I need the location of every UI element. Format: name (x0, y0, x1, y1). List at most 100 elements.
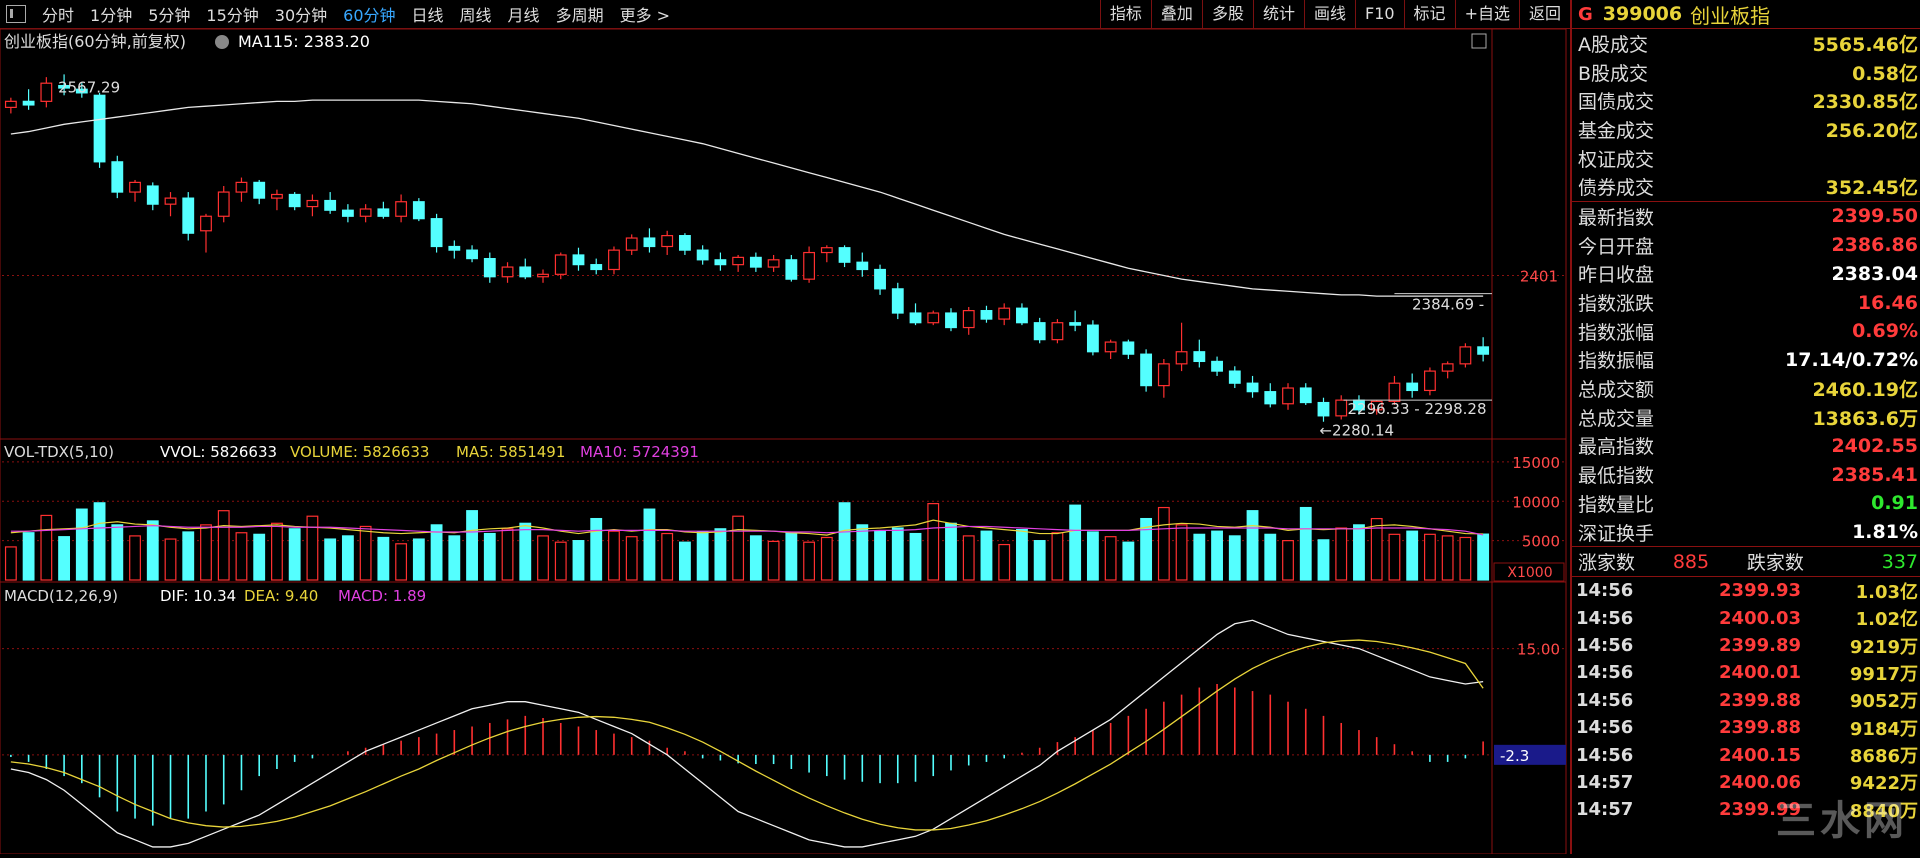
ma115-line (10, 99, 1484, 297)
volume-bar (182, 531, 195, 581)
volume-bar (1282, 540, 1294, 581)
volume-bar (483, 532, 496, 581)
turnover-list: A股成交 5565.46亿 B股成交 0.58亿 国债成交 2330.85亿 基金成交 256… (1572, 29, 1920, 201)
main-chart-title: 创业板指(60分钟,前复权) (4, 32, 186, 51)
volume-ma10-line (10, 525, 1484, 536)
tick-volume: 1.03亿 (1855, 581, 1918, 603)
tick-time: 14:56 (1576, 635, 1634, 657)
tab-timeframe-4[interactable]: 30分钟 (274, 6, 328, 25)
candle-body (1299, 387, 1312, 404)
candle-body (749, 256, 762, 268)
candle-body (359, 208, 372, 217)
panel-row-label: 指数量比 (1578, 493, 1655, 516)
tool-button-0[interactable]: 指标 (1099, 0, 1151, 28)
quote-panel: G 399006 创业板指 A股成交 5565.46亿 B股成交 0.58亿 国债成交 2… (1570, 0, 1920, 854)
stock-chart-svg[interactable]: 2567.29 ←2280.14 2296.33 - 2298.28 2384.69 … (0, 28, 1568, 855)
tab-timeframe-5[interactable]: 60分钟 (343, 6, 396, 25)
tab-timeframe-7[interactable]: 周线 (459, 6, 492, 25)
candle-body (430, 218, 443, 248)
candle-body (395, 201, 408, 217)
watermark: 三水网 (1776, 798, 1908, 844)
last-value-label: 2384.69 - (1412, 296, 1484, 314)
panel-row: 指数涨幅 0.69% (1572, 317, 1920, 346)
volume-bar (1228, 535, 1241, 581)
tool-button-1[interactable]: 叠加 (1150, 0, 1202, 28)
tool-button-7[interactable]: +自选 (1454, 0, 1519, 28)
decline-count: 337 (1881, 550, 1918, 573)
candle-body (271, 193, 283, 199)
panel-row: 最新指数 2399.50 (1572, 202, 1920, 231)
menu-icon[interactable] (6, 5, 26, 23)
tool-button-6[interactable]: 标记 (1403, 0, 1455, 28)
candle-body (785, 259, 798, 280)
candle-body (1423, 370, 1436, 392)
volume-bar (625, 536, 638, 581)
volume-unit-label: X1000 (1507, 565, 1552, 581)
panel-row-value: 2386.86 (1831, 234, 1918, 257)
tab-timeframe-2[interactable]: 5分钟 (148, 6, 191, 25)
price-axis-tick: 2401 (1520, 268, 1558, 286)
tick-row: 14:56 2400.15 8686万 (1572, 741, 1920, 768)
tick-volume: 8686万 (1849, 746, 1918, 768)
settings-icon (215, 35, 229, 49)
candle-body (1175, 351, 1188, 365)
volume-bar (519, 522, 532, 581)
candle-body (1441, 363, 1454, 372)
tab-timeframe-10[interactable]: 更多 > (619, 6, 671, 25)
tick-volume: 9184万 (1849, 718, 1918, 740)
candle-body (998, 307, 1011, 320)
tool-button-3[interactable]: 统计 (1252, 0, 1304, 28)
volume-bar (1441, 535, 1454, 581)
candle-body (1051, 322, 1064, 341)
tab-timeframe-0[interactable]: 分时 (42, 6, 75, 25)
candle-body (129, 181, 141, 193)
candle-body (58, 85, 71, 89)
candle-body (1477, 346, 1490, 355)
volume-bar (288, 528, 301, 581)
volume-bar (430, 524, 443, 581)
candle-body (1388, 382, 1401, 402)
tab-timeframe-1[interactable]: 1分钟 (90, 6, 133, 25)
volume-bar (22, 532, 35, 581)
volume-bar (253, 533, 266, 581)
panel-row-value: 17.14/0.72% (1785, 348, 1918, 371)
tab-timeframe-3[interactable]: 15分钟 (206, 6, 259, 25)
tick-price: 2399.88 (1719, 689, 1801, 711)
tool-button-2[interactable]: 多股 (1201, 0, 1253, 28)
volume-axis-tick: 10000 (1512, 493, 1560, 511)
volume-bar (1477, 533, 1490, 581)
panel-row-label: 今日开盘 (1578, 235, 1655, 258)
candle-body (661, 235, 674, 248)
candle-body (1086, 324, 1099, 353)
tick-volume: 9917万 (1849, 663, 1918, 685)
tool-button-4[interactable]: 画线 (1303, 0, 1355, 28)
panel-row-label: 指数涨幅 (1578, 321, 1655, 344)
volume-bar (395, 543, 408, 581)
stats-list: 最新指数 2399.50 今日开盘 2386.86 昨日收盘 2383.04 指数涨跌 16.… (1572, 201, 1920, 546)
panel-row-label: 指数涨跌 (1578, 293, 1655, 316)
volume-bar (1051, 532, 1064, 581)
volume-bar (111, 524, 124, 581)
tab-timeframe-8[interactable]: 月线 (507, 6, 540, 25)
panel-row-label: 指数振幅 (1578, 350, 1655, 373)
volume-bar (1423, 533, 1436, 581)
candle-body (554, 254, 567, 275)
tool-button-5[interactable]: F10 (1354, 0, 1404, 28)
candle-body (40, 82, 53, 102)
tab-timeframe-6[interactable]: 日线 (411, 6, 444, 25)
panel-row: 今日开盘 2386.86 (1572, 231, 1920, 260)
panel-row: 指数振幅 17.14/0.72% (1572, 346, 1920, 375)
tick-row: 14:56 2399.88 9184万 (1572, 714, 1920, 741)
volume-bar (1157, 506, 1170, 581)
panel-row: 总成交量 13863.6万 (1572, 403, 1920, 432)
panel-row-value: 16.46 (1857, 291, 1918, 314)
tool-button-8[interactable]: 返回 (1518, 0, 1570, 28)
panel-row: 基金成交 256.20亿 (1572, 115, 1920, 144)
volume-bar (714, 528, 727, 581)
panel-row: 最高指数 2402.55 (1572, 432, 1920, 461)
volume-bar (767, 540, 780, 581)
candle-body (1033, 322, 1046, 341)
tab-timeframe-9[interactable]: 多周期 (555, 6, 604, 25)
candle-body (803, 251, 816, 280)
volume-bar (58, 536, 71, 581)
